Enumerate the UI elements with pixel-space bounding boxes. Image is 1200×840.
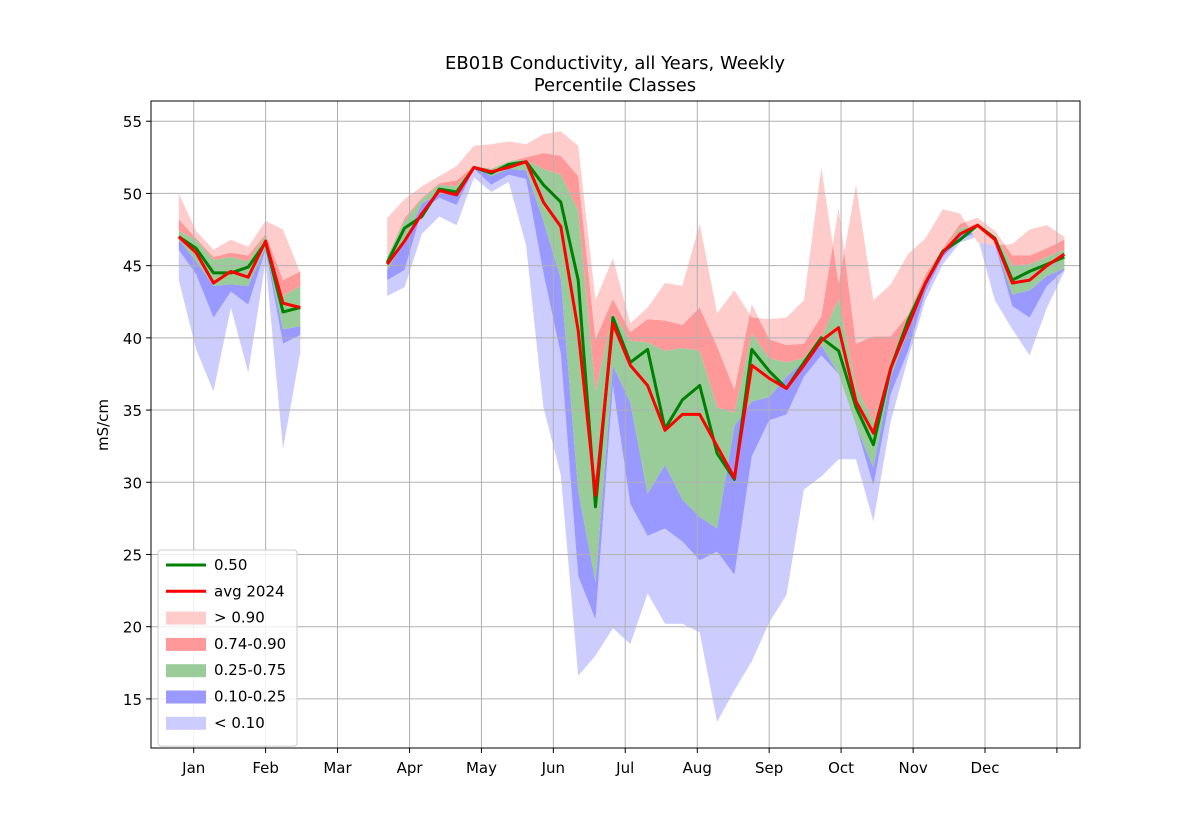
x-tick-label: Jan xyxy=(181,759,205,777)
x-tick-label: Mar xyxy=(323,759,352,777)
legend-label: 0.25-0.75 xyxy=(214,661,286,679)
x-tick-label: Oct xyxy=(828,759,854,777)
x-axis-ticks: Jan Feb Mar Apr May Jun Jul Aug Sep Oct Nov Dec xyxy=(181,748,1058,777)
legend-swatch-patch xyxy=(166,690,206,704)
legend-swatch-patch xyxy=(166,664,206,678)
x-tick-label: Jul xyxy=(615,759,634,777)
x-tick-label: Nov xyxy=(898,759,927,777)
legend-swatch-patch xyxy=(166,637,206,651)
y-tick-label: 30 xyxy=(123,474,142,492)
legend-swatch-patch xyxy=(166,611,206,625)
y-tick-label: 40 xyxy=(123,330,142,348)
legend-swatch-patch xyxy=(166,716,206,730)
band-lt10-segment-0 xyxy=(178,249,301,450)
avg-2024-line-segment-1 xyxy=(385,160,1066,497)
band-lt10-segment-1 xyxy=(387,168,1065,722)
legend-label: 0.10-0.25 xyxy=(214,688,286,706)
chart-subtitle: Percentile Classes xyxy=(534,75,696,96)
band-gt90-segment-0 xyxy=(178,193,301,281)
series-lines xyxy=(177,160,1066,509)
legend: 0.50 avg 2024 > 0.90 0.74-0.90 0.25-0.75 0.10… xyxy=(157,549,298,747)
y-axis-ticks: 15 20 25 30 35 40 45 50 55 xyxy=(123,113,151,709)
x-tick-label: Aug xyxy=(683,759,712,777)
x-tick-label: Feb xyxy=(252,759,279,777)
x-tick-label: Sep xyxy=(755,759,783,777)
percentile-bands xyxy=(178,131,1065,722)
band-p74-90-segment-0 xyxy=(178,219,301,296)
legend-label: > 0.90 xyxy=(214,609,265,627)
x-tick-label: Dec xyxy=(971,759,1000,777)
y-axis-label: mS/cm xyxy=(94,399,112,451)
band-gt90-segment-1 xyxy=(387,131,1065,390)
legend-label: avg 2024 xyxy=(214,582,285,600)
x-tick-label: Jun xyxy=(541,759,565,777)
avg-2024-line-segment-0 xyxy=(177,235,301,309)
plot-frame xyxy=(150,100,1081,749)
band-p10-25-segment-1 xyxy=(387,166,1065,620)
y-tick-label: 25 xyxy=(123,546,142,564)
y-tick-label: 35 xyxy=(123,402,142,420)
chart-title: EB01B Conductivity, all Years, Weekly xyxy=(445,53,785,74)
y-tick-label: 45 xyxy=(123,258,142,276)
band-p10-25-segment-0 xyxy=(178,239,301,344)
y-tick-label: 15 xyxy=(123,691,142,709)
x-tick-label: May xyxy=(466,759,497,777)
y-tick-label: 20 xyxy=(123,619,142,637)
legend-label: 0.50 xyxy=(214,556,247,574)
median-line-segment-0 xyxy=(177,235,301,314)
y-tick-label: 55 xyxy=(123,113,142,131)
y-tick-label: 50 xyxy=(123,185,142,203)
legend-label: 0.74-0.90 xyxy=(214,635,286,653)
x-tick-label: Apr xyxy=(397,759,424,777)
legend-label: < 0.10 xyxy=(214,714,265,732)
